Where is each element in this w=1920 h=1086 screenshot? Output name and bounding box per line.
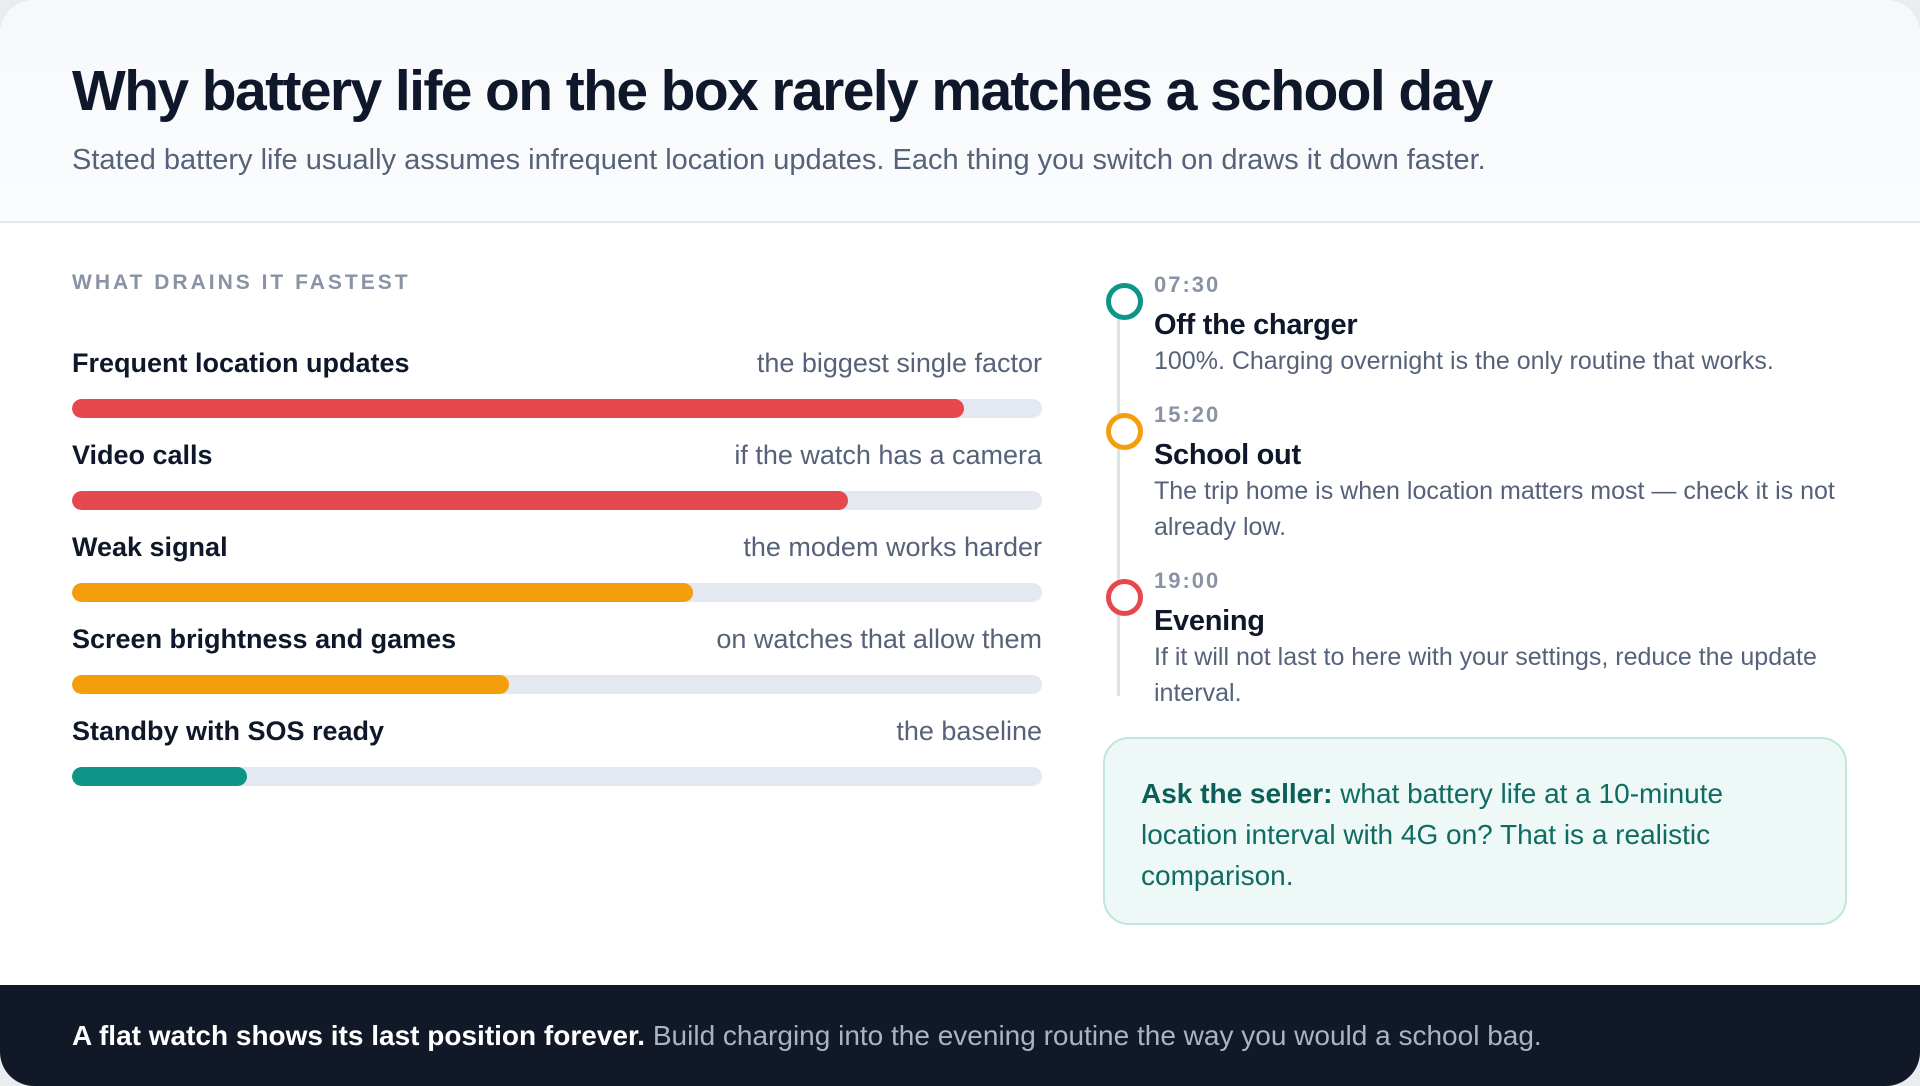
- drains-section-label: WHAT DRAINS IT FASTEST: [72, 271, 411, 294]
- timeline-time: 07:30: [1154, 272, 1221, 297]
- drain-bar-fill: [72, 767, 247, 786]
- drain-item-video-calls: Video calls if the watch has a camera: [72, 437, 1042, 517]
- drain-name: Screen brightness and games: [72, 624, 457, 654]
- drain-note: if the watch has a camera: [734, 440, 1042, 470]
- timeline-description: The trip home is when location matters m…: [1154, 477, 1835, 541]
- callout-text: Ask the seller: what battery life at a 1…: [1141, 773, 1809, 896]
- timeline-description: If it will not last to here with your se…: [1154, 643, 1817, 707]
- timeline-dot-icon: [1106, 283, 1143, 320]
- drain-note: the biggest single factor: [756, 348, 1042, 378]
- callout-lead: Ask the seller:: [1141, 778, 1333, 809]
- callout-body: what battery life at a 10-minute locatio…: [1141, 778, 1724, 891]
- drain-note: the modem works harder: [743, 532, 1042, 562]
- drain-bar-fill: [72, 399, 965, 418]
- drain-name: Standby with SOS ready: [72, 716, 385, 746]
- timeline-title: Evening: [1154, 605, 1265, 637]
- drain-bar-track: [72, 675, 1042, 694]
- footer-body: Build charging into the evening routine …: [652, 1020, 1542, 1051]
- drain-bar-track: [72, 767, 1042, 786]
- drain-bar-fill: [72, 491, 848, 510]
- drain-bar-track: [72, 583, 1042, 602]
- drain-bar-track: [72, 491, 1042, 510]
- drain-item-standby-sos: Standby with SOS ready the baseline: [72, 713, 1042, 793]
- drain-name: Video calls: [72, 440, 213, 470]
- drain-item-location-updates: Frequent location updates the biggest si…: [72, 345, 1042, 425]
- timeline-line: [1117, 300, 1120, 696]
- drain-item-weak-signal: Weak signal the modem works harder: [72, 529, 1042, 609]
- timeline-description: 100%. Charging overnight is the only rou…: [1154, 347, 1774, 375]
- timeline-time: 15:20: [1154, 402, 1221, 427]
- timeline-title: Off the charger: [1154, 309, 1358, 341]
- page-subtitle: Stated battery life usually assumes infr…: [72, 144, 1486, 176]
- drain-bar-track: [72, 399, 1042, 418]
- footer-strong: A flat watch shows its last position for…: [72, 1020, 646, 1051]
- drain-name: Weak signal: [72, 532, 228, 562]
- timeline-time: 19:00: [1154, 568, 1221, 593]
- drain-bar-fill: [72, 583, 693, 602]
- drain-item-screen-brightness: Screen brightness and games on watches t…: [72, 621, 1042, 701]
- page-title: Why battery life on the box rarely match…: [72, 59, 1493, 123]
- footer-text: A flat watch shows its last position for…: [72, 1017, 1542, 1055]
- header: Why battery life on the box rarely match…: [0, 0, 1920, 223]
- timeline-title: School out: [1154, 439, 1301, 471]
- timeline-dot-icon: [1106, 579, 1143, 616]
- drain-bar-fill: [72, 675, 509, 694]
- drain-note: on watches that allow them: [716, 624, 1042, 654]
- timeline-dot-icon: [1106, 413, 1143, 450]
- drain-name: Frequent location updates: [72, 348, 410, 378]
- seller-tip-callout: Ask the seller: what battery life at a 1…: [1103, 737, 1847, 925]
- footer-banner: A flat watch shows its last position for…: [0, 985, 1920, 1086]
- drain-note: the baseline: [896, 716, 1042, 746]
